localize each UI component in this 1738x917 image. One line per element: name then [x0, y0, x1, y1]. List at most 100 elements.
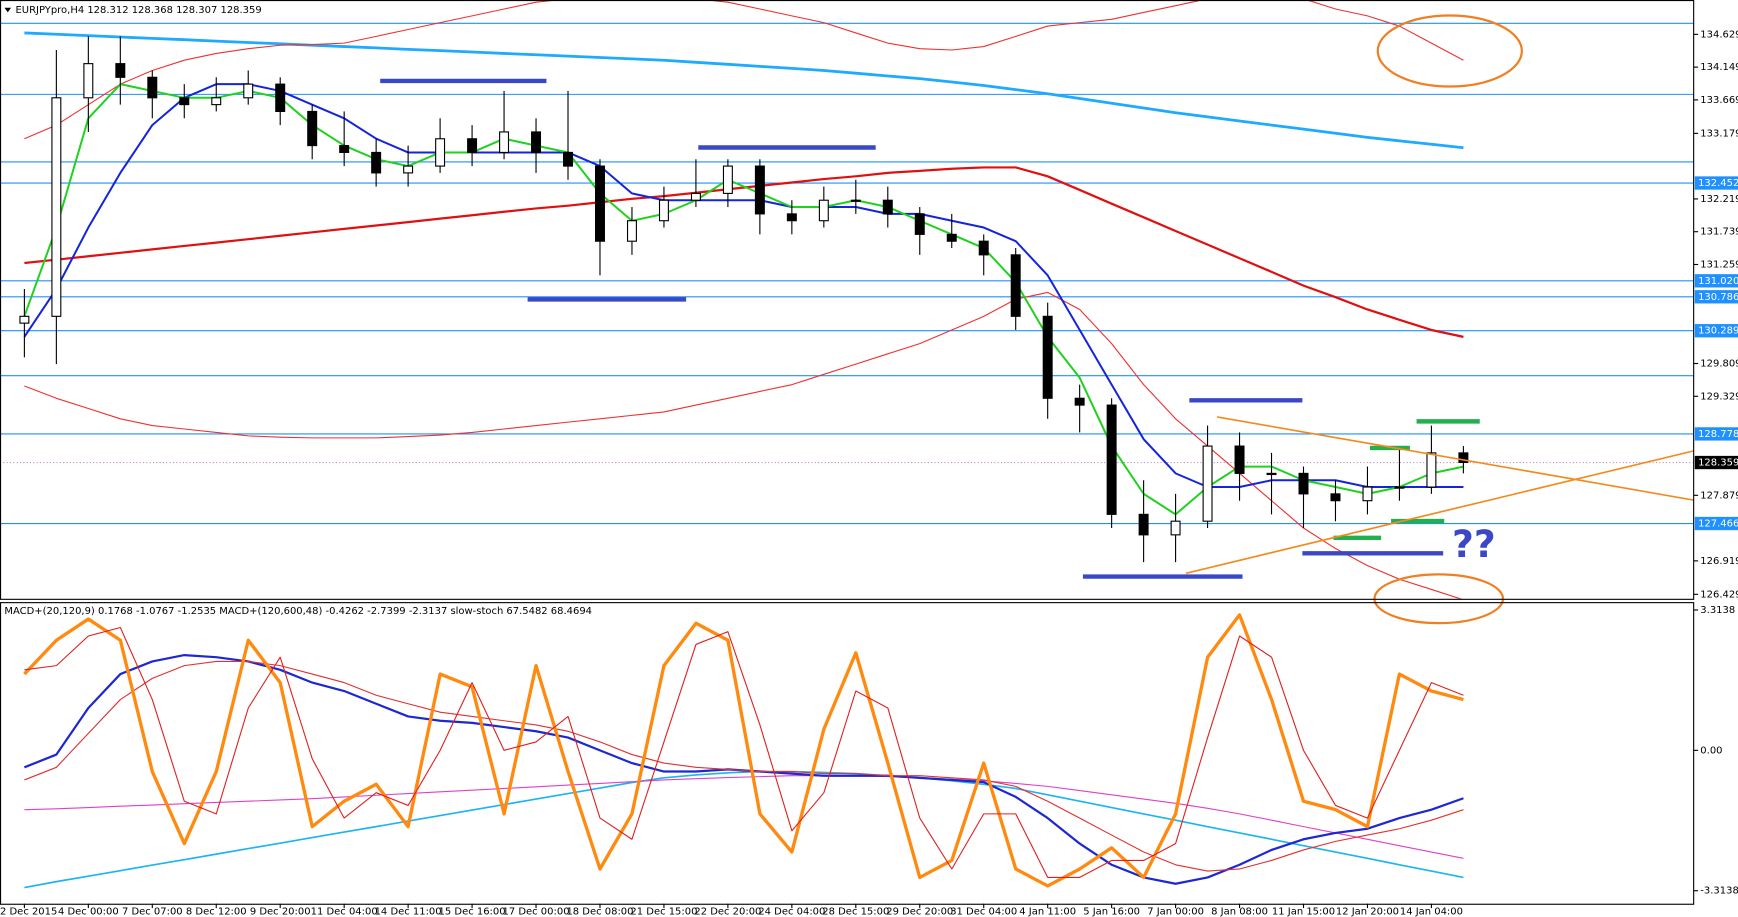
candle-body: [1298, 472, 1309, 495]
x-tick-label: 8 Dec 12:00: [186, 906, 247, 917]
trend-line: [1185, 450, 1694, 575]
candle-body: [307, 110, 318, 147]
candle-body: [83, 63, 94, 99]
y-tick-label: -3.3138: [1700, 886, 1738, 897]
y-tick-label: 3.3138: [1700, 605, 1735, 616]
level-label: 128.778: [1698, 429, 1738, 440]
candle-body: [786, 213, 797, 222]
drawings: [380, 78, 1694, 579]
level-label: 130.289: [1698, 326, 1738, 337]
candle-body: [1042, 315, 1053, 399]
x-tick-label: 7 Jan 00:00: [1147, 906, 1204, 917]
candle-body: [179, 97, 190, 106]
x-tick-label: 11 Dec 04:00: [311, 906, 378, 917]
series-line: [24, 770, 1464, 889]
level-label: 127.466: [1698, 519, 1738, 530]
y-tick-label: 134.149: [1700, 62, 1738, 73]
candle-body: [467, 138, 478, 153]
series-line: [23, 83, 1464, 516]
candle-body: [563, 151, 573, 167]
level-label-box: [1694, 290, 1738, 304]
candle-body: [1106, 404, 1117, 515]
candle-body: [914, 213, 925, 235]
candle-body: [371, 151, 382, 174]
y-tick-label: 134.629: [1700, 29, 1738, 40]
x-tick-label: 17 Dec 00:00: [503, 906, 570, 917]
series-line: [24, 291, 1463, 599]
level-label-box: [1694, 324, 1738, 338]
candle-body: [978, 240, 989, 256]
candle-body: [1170, 520, 1181, 536]
last-price-label: 128.359: [1698, 458, 1738, 469]
last-price-box: [1694, 455, 1738, 470]
circle-mark: [1376, 14, 1523, 88]
x-tick-label: 29 Dec 20:00: [886, 906, 953, 917]
candle-body: [1074, 397, 1085, 406]
x-tick-label: 11 Jan 15:00: [1272, 906, 1335, 917]
x-tick-label: 18 Dec 08:00: [566, 906, 633, 917]
candle-body: [1426, 452, 1437, 488]
x-tick-label: 8 Jan 08:00: [1211, 906, 1268, 917]
x-tick-label: 31 Dec 04:00: [950, 906, 1017, 917]
y-tick-label: 131.259: [1700, 259, 1738, 270]
level-label-box: [1694, 427, 1738, 441]
x-tick-label: 4 Jan 11:00: [1019, 906, 1076, 917]
y-tick-label: 131.739: [1700, 227, 1738, 238]
candle-body: [435, 138, 446, 167]
y-tick-label: 132.219: [1700, 194, 1738, 205]
x-tick-label: 9 Dec 20:00: [250, 906, 311, 917]
x-tick-label: 14 Dec 11:00: [375, 906, 442, 917]
x-tick-label: 24 Dec 04:00: [758, 906, 825, 917]
candle-body: [850, 199, 861, 202]
candle-body: [211, 97, 222, 106]
candle-body: [403, 165, 414, 174]
candle-body: [1362, 486, 1373, 502]
y-tick-label: 0.00: [1700, 745, 1722, 756]
candle-body: [1202, 445, 1213, 522]
y-tick-label: 133.179: [1700, 128, 1738, 139]
price-plot: [0, 0, 1694, 599]
level-label: 131.020: [1698, 276, 1738, 287]
level-label-box: [1694, 516, 1738, 531]
candle-body: [1234, 445, 1245, 474]
candle-body: [499, 131, 510, 153]
series-line: [24, 0, 1464, 140]
y-tick-label: 126.919: [1700, 556, 1738, 567]
indicator-title: MACD+(20,120,9) 0.1768 -1.0767 -1.2535 M…: [4, 606, 592, 617]
indicator-plot: [23, 613, 1464, 889]
candle-body: [1458, 452, 1469, 464]
candle-body: [722, 165, 733, 194]
candle-body: [1010, 254, 1021, 317]
series-line: [23, 613, 1464, 888]
x-tick-label: 15 Dec 16:00: [439, 906, 506, 917]
triangle: [1185, 416, 1694, 575]
x-tick-label: 5 Jan 16:00: [1083, 906, 1140, 917]
candle-body: [754, 165, 765, 215]
trend-line: [1216, 416, 1694, 501]
series-line: [24, 626, 1464, 878]
candle-body: [946, 233, 957, 242]
candle-body: [882, 199, 893, 215]
y-tick-label: 126.429: [1700, 589, 1738, 600]
x-tick-label: 28 Dec 15:00: [822, 906, 889, 917]
candle-body: [594, 165, 605, 242]
chart-title: EURJPYpro,H4 128.312 128.368 128.307 128…: [16, 5, 262, 16]
level-label: 132.452: [1698, 178, 1738, 189]
x-tick-label: 21 Dec 15:00: [630, 906, 697, 917]
x-tick-label: 2 Dec 2015: [0, 906, 57, 917]
x-tick-label: 4 Dec 00:00: [58, 906, 119, 917]
series-line: [24, 31, 1464, 150]
level-label-box: [1694, 176, 1738, 190]
candle-body: [818, 199, 829, 222]
candle-body: [626, 220, 637, 242]
candle-body: [1394, 486, 1405, 489]
x-tick-label: 14 Jan 04:00: [1400, 906, 1463, 917]
candle-body: [531, 131, 542, 153]
x-tick-label: 7 Dec 07:00: [122, 906, 183, 917]
y-tick-label: 127.879: [1700, 490, 1738, 501]
series-line: [23, 83, 1464, 488]
x-tick-label: 22 Dec 20:00: [694, 906, 761, 917]
candle-body: [51, 97, 62, 317]
